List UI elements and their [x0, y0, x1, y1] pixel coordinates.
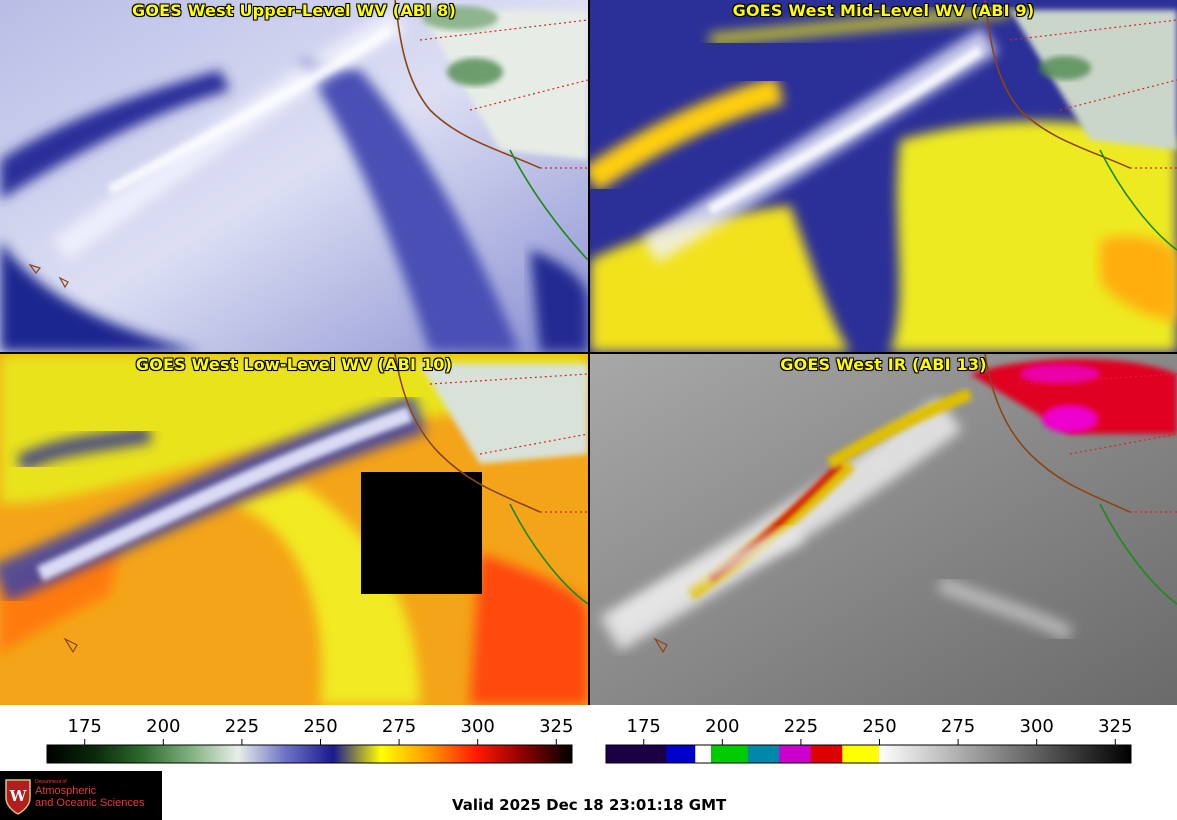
wv-colorbar-fill: [46, 744, 573, 764]
ir-colorbar-gray-ramp: [879, 745, 1131, 763]
ir-colorbar-frame: [605, 744, 1132, 764]
ir-tick-label: 200: [705, 716, 739, 737]
upper-level-wv-panel: GOES West Upper-Level WV (ABI 8): [0, 0, 588, 352]
ir-colorbar-segment: [810, 745, 843, 763]
ir-colorbar-segment: [606, 745, 667, 763]
ir-colorbar-segment: [695, 745, 712, 763]
uw-seal-icon: W: [5, 779, 31, 815]
ir-colorbar-segment: [779, 745, 812, 763]
mid-level-wv-image: [590, 0, 1177, 352]
ir-colorbar-segment: [747, 745, 780, 763]
missing-data-block: [361, 472, 482, 594]
ir-colorbar-segment: [666, 745, 696, 763]
ir-tick-label: 225: [784, 716, 818, 737]
wv-tick-label: 175: [68, 716, 102, 737]
ir-colorbar: 175 200 225 250 275 300 325: [590, 705, 1177, 767]
infrared-panel: GOES West IR (ABI 13): [590, 354, 1177, 705]
logo-line-1: Atmospheric: [35, 785, 97, 797]
ir-tick-label: 325: [1098, 716, 1132, 737]
satellite-grid: GOES West Upper-Level WV (ABI 8) GOES We…: [0, 0, 1177, 705]
low-level-wv-image: [0, 354, 588, 705]
logo-small-text: Department of: [35, 779, 67, 785]
infrared-image: [590, 354, 1177, 705]
ir-tick-label: 300: [1020, 716, 1054, 737]
wv-tick-label: 275: [382, 716, 416, 737]
ir-colorbar-segment: [842, 745, 880, 763]
ir-tick-label: 275: [941, 716, 975, 737]
ir-colorbar-segment: [711, 745, 749, 763]
low-level-wv-panel: GOES West Low-Level WV (ABI 10): [0, 354, 588, 705]
ir-colorbar-svg: 175 200 225 250 275 300 325: [605, 716, 1132, 764]
wv-tick-label: 200: [146, 716, 180, 737]
ir-tick-label: 250: [862, 716, 896, 737]
wv-colorbar: 175 200 225 250 275 300 325: [0, 705, 588, 767]
aos-logo: W Department of Atmospheric and Oceanic …: [0, 771, 162, 820]
wv-tick-label: 225: [225, 716, 259, 737]
logo-line-2: and Oceanic Sciences: [35, 797, 145, 809]
wv-tick-label: 325: [539, 716, 573, 737]
mid-level-wv-panel: GOES West Mid-Level WV (ABI 9): [590, 0, 1177, 352]
upper-level-wv-image: [0, 0, 588, 352]
wv-tick-label: 250: [303, 716, 337, 737]
ir-tick-label: 175: [627, 716, 661, 737]
wv-tick-label: 300: [461, 716, 495, 737]
wv-colorbar-svg: 175 200 225 250 275 300 325: [46, 716, 573, 764]
svg-text:W: W: [9, 787, 28, 805]
valid-time-label: Valid 2025 Dec 18 23:01:18 GMT: [452, 796, 727, 814]
